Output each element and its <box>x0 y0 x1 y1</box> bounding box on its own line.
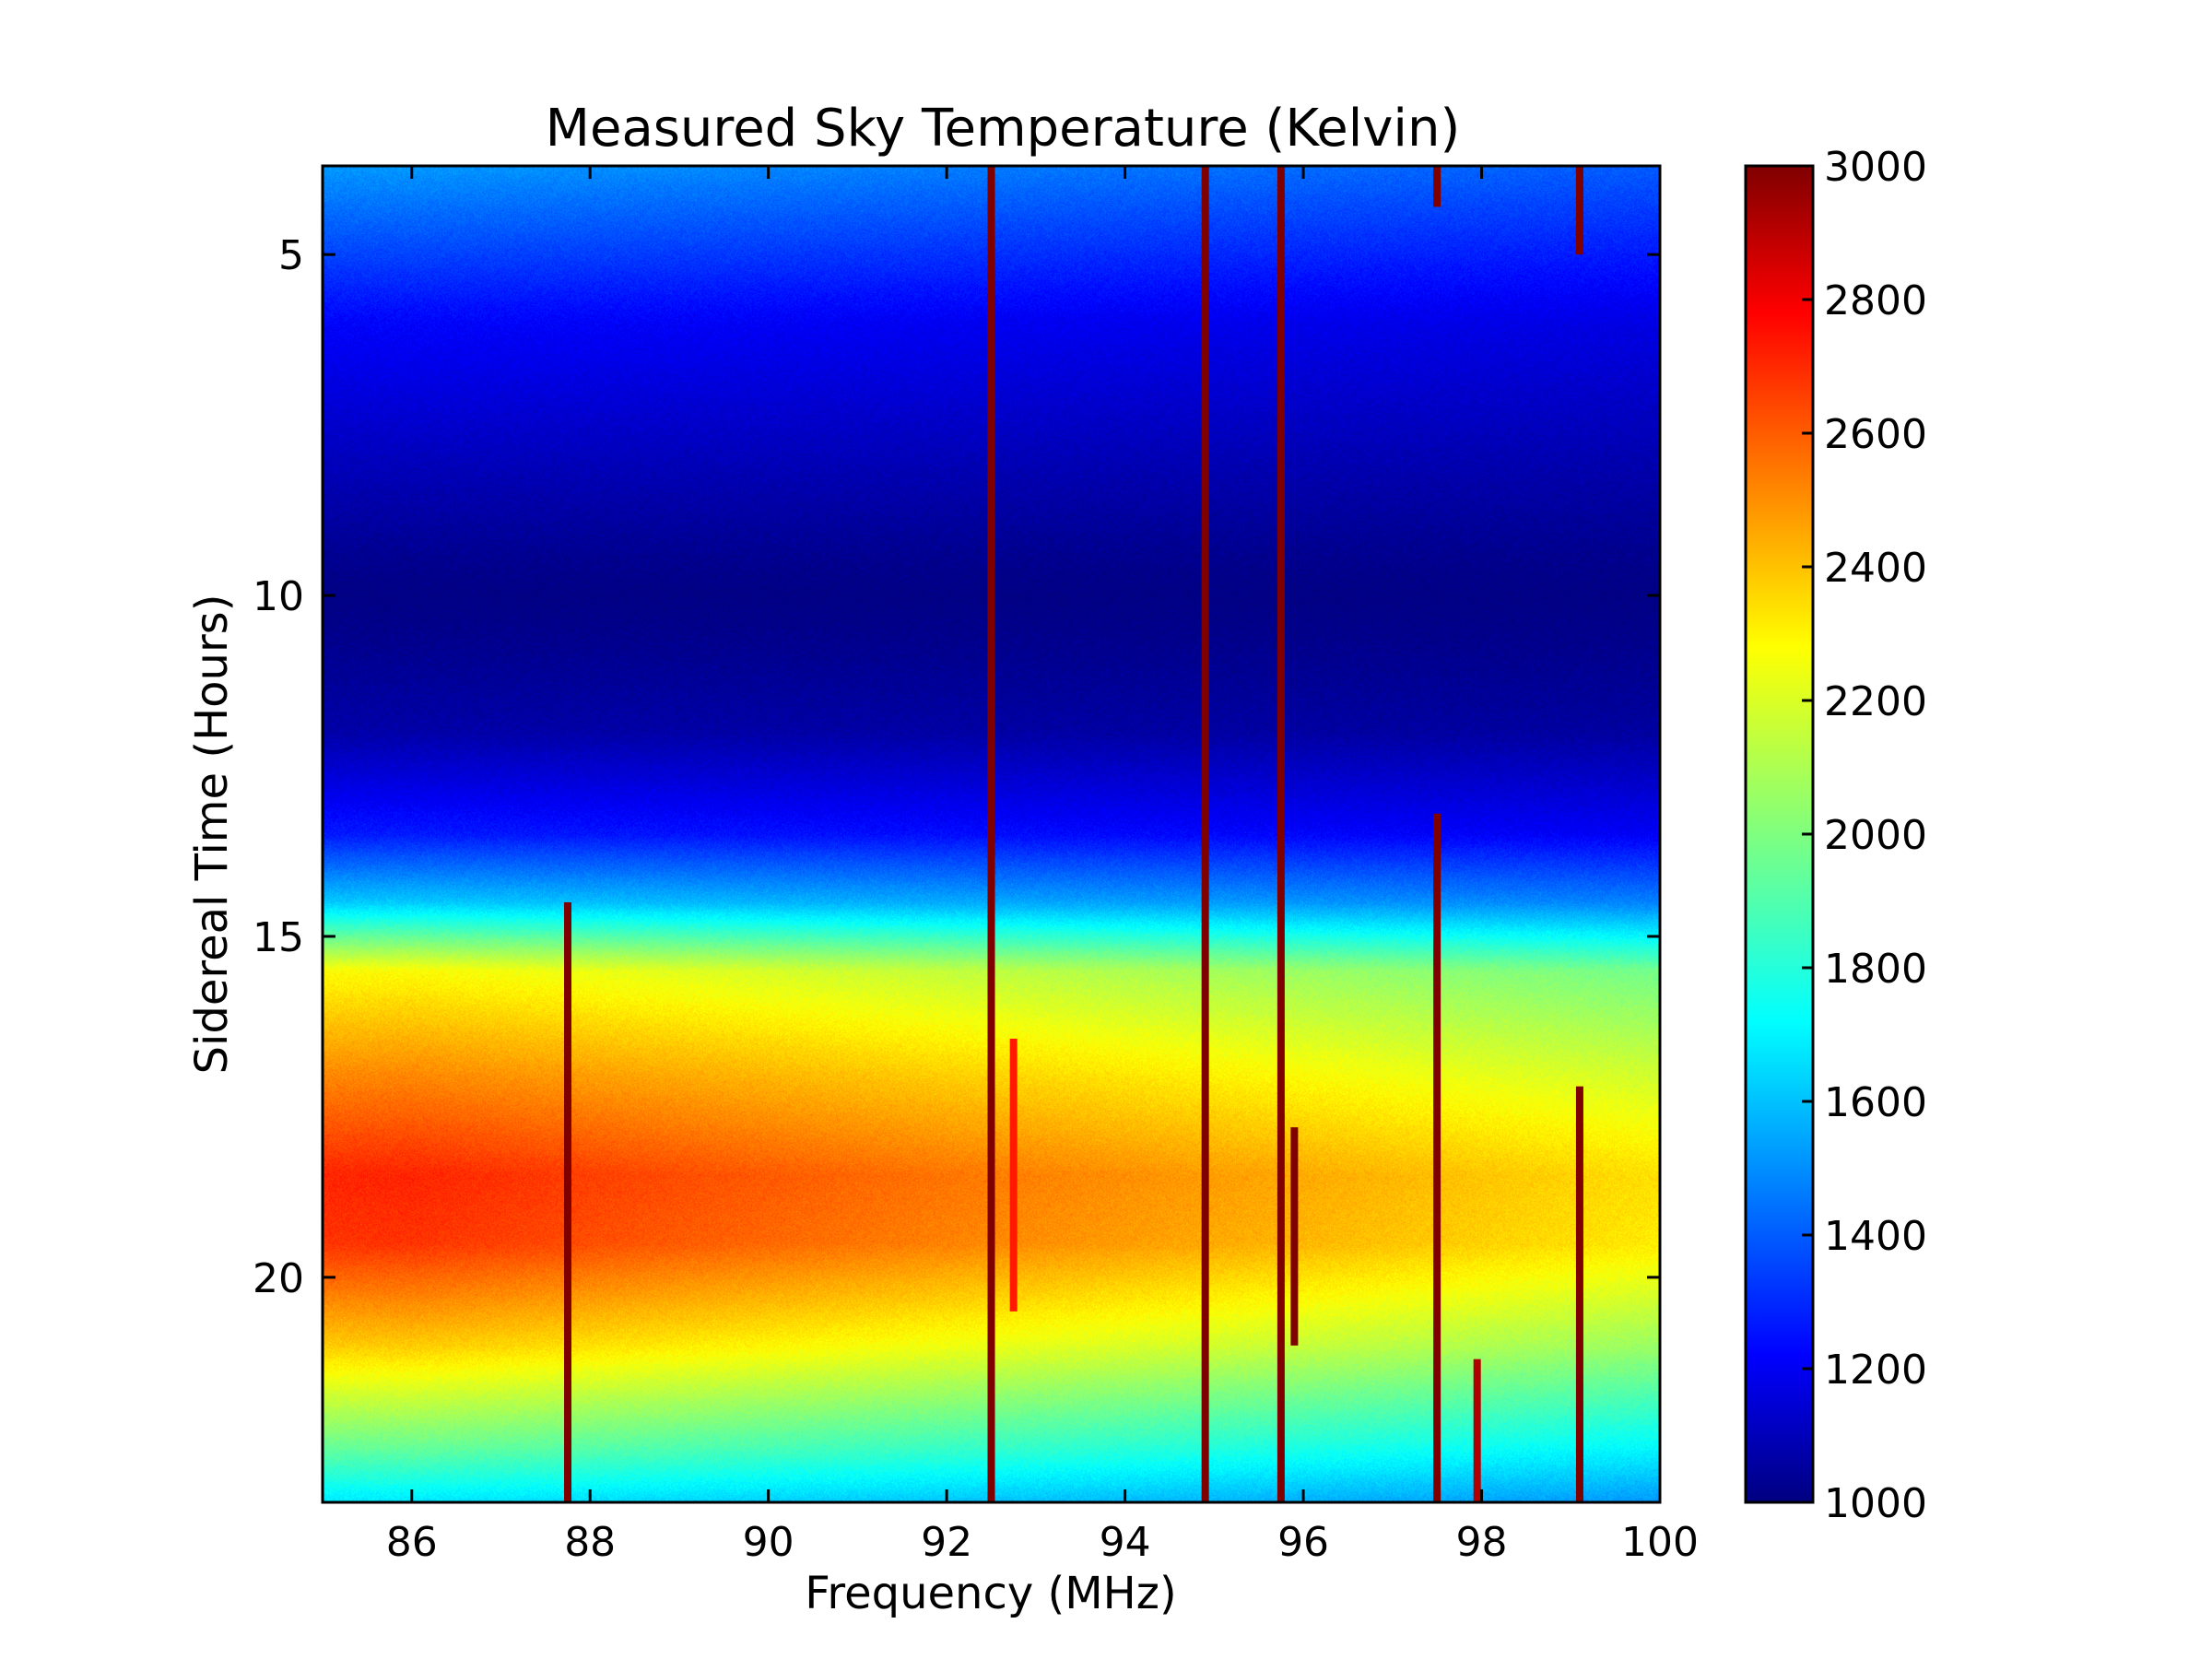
rfi-line-2 <box>1009 1038 1018 1312</box>
colorbar-tick-label: 3000 <box>1824 144 1927 191</box>
y-tick-label: 10 <box>253 573 304 620</box>
y-tick-label: 15 <box>253 914 304 961</box>
x-tick-label: 100 <box>1621 1519 1699 1566</box>
colorbar-axis: 1000 1200 1400 1600 1800 2000 2200 2400 2600 2800… <box>1802 144 1927 1527</box>
colorbar-tick-label: 1400 <box>1824 1213 1927 1260</box>
rfi-line-0 <box>564 901 572 1502</box>
x-tick-label: 90 <box>743 1519 794 1566</box>
rfi-line-10 <box>1575 166 1583 255</box>
colorbar-tick-label: 1600 <box>1824 1079 1927 1126</box>
y-tick-label: 20 <box>253 1255 304 1302</box>
x-axis-label: Frequency (MHz) <box>805 1568 1176 1619</box>
rfi-line-7 <box>1433 166 1441 207</box>
colorbar-tick-label: 2000 <box>1824 812 1927 859</box>
x-tick-label: 98 <box>1456 1519 1508 1566</box>
rfi-line-4 <box>1277 166 1285 1502</box>
rfi-line-1 <box>987 166 995 1502</box>
colorbar <box>1746 166 1813 1502</box>
rfi-line-9 <box>1575 1086 1583 1502</box>
rfi-line-8 <box>1473 1359 1481 1502</box>
colorbar-tick-label: 2400 <box>1824 545 1927 592</box>
colorbar-tick-label: 2200 <box>1824 678 1927 725</box>
y-axis-label: Sidereal Time (Hours) <box>186 594 238 1075</box>
rfi-line-6 <box>1433 813 1441 1502</box>
x-tick-label: 88 <box>564 1519 616 1566</box>
y-tick-label: 5 <box>278 232 304 279</box>
chart-title: Measured Sky Temperature (Kelvin) <box>546 99 1461 159</box>
x-tick-label: 92 <box>921 1519 972 1566</box>
x-tick-label: 94 <box>1100 1519 1151 1566</box>
colorbar-tick-label: 1800 <box>1824 946 1927 993</box>
rfi-line-5 <box>1290 1127 1299 1346</box>
x-tick-label: 96 <box>1277 1519 1329 1566</box>
x-axis: 86 88 90 92 94 96 98 100 <box>386 166 1699 1566</box>
plot-frame <box>321 164 1662 1504</box>
colorbar-tick-label: 1200 <box>1824 1347 1927 1394</box>
heatmap-plot-area <box>323 166 1660 1502</box>
colorbar-tick-label: 2800 <box>1824 277 1927 324</box>
colorbar-tick-label: 1000 <box>1824 1480 1927 1527</box>
colorbar-tick-label: 2600 <box>1824 411 1927 458</box>
y-axis: 5 10 15 20 <box>253 232 1660 1302</box>
rfi-line-3 <box>1201 166 1209 1502</box>
x-tick-label: 86 <box>386 1519 438 1566</box>
